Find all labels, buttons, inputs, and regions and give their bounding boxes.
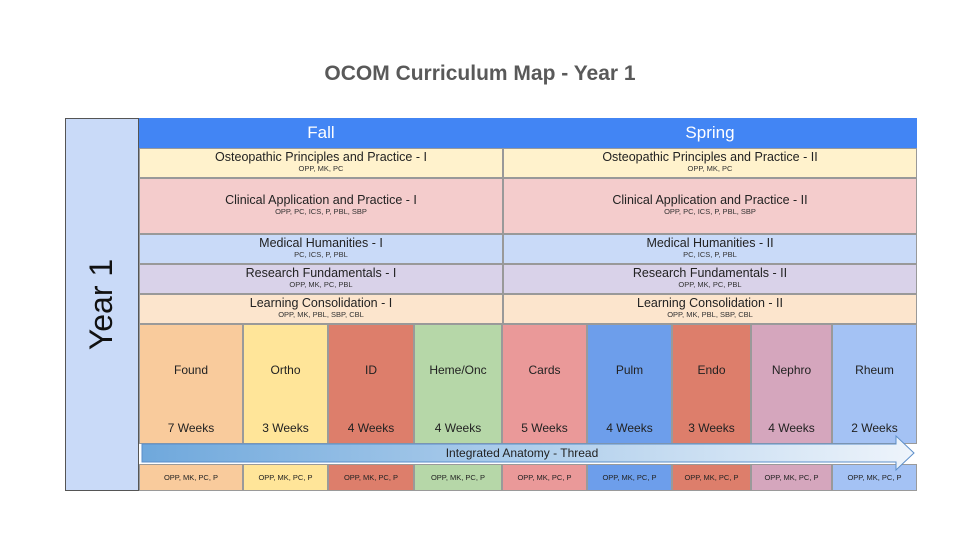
course-name: Clinical Application and Practice - I xyxy=(225,193,417,207)
block-codes: OPP, MK, PC, P xyxy=(414,464,502,491)
block-ortho xyxy=(243,324,328,444)
block-weeks: 2 Weeks xyxy=(851,421,898,435)
course-codes: OPP, MK, PC, PBL xyxy=(289,280,353,289)
block-rheum xyxy=(832,324,917,444)
course-codes: OPP, PC, ICS, P, PBL, SBP xyxy=(275,207,367,216)
block-pulm xyxy=(587,324,672,444)
thread-arrow xyxy=(141,434,915,472)
year-label-container: Year 1 xyxy=(65,118,139,491)
season-spring: Spring xyxy=(503,118,917,148)
block-cards xyxy=(502,324,587,444)
block-weeks: 3 Weeks xyxy=(262,421,309,435)
block-codes: OPP, MK, PC, P xyxy=(672,464,751,491)
block-name: Rheum xyxy=(855,363,894,377)
course-name: Research Fundamentals - II xyxy=(632,266,788,280)
course-spring: Learning Consolidation - II OPP, MK, PBL,… xyxy=(503,294,917,324)
block-codes: OPP, MK, PC, P xyxy=(587,464,672,491)
course-spring: Research Fundamentals - II OPP, MK, PC, P… xyxy=(503,264,917,294)
course-name: Research Fundamentals - I xyxy=(245,266,397,280)
block-weeks: 3 Weeks xyxy=(688,421,735,435)
block-weeks: 5 Weeks xyxy=(521,421,568,435)
thread-label: Integrated Anatomy - Thread xyxy=(445,446,599,460)
block-codes: OPP, MK, PC, P xyxy=(502,464,587,491)
course-codes: OPP, PC, ICS, P, PBL, SBP xyxy=(664,207,756,216)
block-name: Nephro xyxy=(771,363,812,377)
block-name: Cards xyxy=(528,363,561,377)
block-weeks: 4 Weeks xyxy=(434,421,482,435)
course-spring: Medical Humanities - II PC, ICS, P, PBL xyxy=(503,234,917,264)
course-codes: OPP, MK, PC, PBL xyxy=(678,280,742,289)
course-codes: OPP, MK, PC xyxy=(687,164,733,173)
block-id xyxy=(328,324,414,444)
course-fall: Learning Consolidation - I OPP, MK, PBL, … xyxy=(139,294,503,324)
course-name: Clinical Application and Practice - II xyxy=(612,193,808,207)
block-weeks: 4 Weeks xyxy=(768,421,815,435)
course-fall: Medical Humanities - I PC, ICS, P, PBL xyxy=(139,234,503,264)
course-codes: OPP, MK, PBL, SBP, CBL xyxy=(667,310,753,319)
course-spring: Clinical Application and Practice - II OP… xyxy=(503,178,917,234)
block-name: Ortho xyxy=(270,363,301,377)
course-codes: PC, ICS, P, PBL xyxy=(683,250,737,259)
course-codes: OPP, MK, PC xyxy=(298,164,344,173)
course-name: Medical Humanities - II xyxy=(646,236,774,250)
year-column xyxy=(65,118,139,491)
year-label: Year 1 xyxy=(83,258,120,351)
course-codes: PC, ICS, P, PBL xyxy=(294,250,348,259)
course-codes: OPP, MK, PBL, SBP, CBL xyxy=(278,310,364,319)
block-name: Pulm xyxy=(615,363,644,377)
block-codes: OPP, MK, PC, P xyxy=(243,464,328,491)
block-name: Found xyxy=(173,363,209,377)
block-codes: OPP, MK, PC, P xyxy=(751,464,832,491)
block-weeks: 7 Weeks xyxy=(167,421,215,435)
course-spring: Osteopathic Principles and Practice - II… xyxy=(503,148,917,178)
course-name: Osteopathic Principles and Practice - II xyxy=(602,150,818,164)
block-weeks: 4 Weeks xyxy=(347,421,395,435)
block-codes: OPP, MK, PC, P xyxy=(328,464,414,491)
course-name: Medical Humanities - I xyxy=(259,236,383,250)
course-fall: Clinical Application and Practice - I OPP… xyxy=(139,178,503,234)
course-name: Learning Consolidation - I xyxy=(249,296,393,310)
block-codes: OPP, MK, PC, P xyxy=(832,464,917,491)
course-name: Osteopathic Principles and Practice - I xyxy=(215,150,427,164)
season-fall: Fall xyxy=(139,118,503,148)
block-name: ID xyxy=(365,363,377,377)
block-codes: OPP, MK, PC, P xyxy=(139,464,243,491)
page-title: OCOM Curriculum Map - Year 1 xyxy=(324,62,636,85)
course-fall: Research Fundamentals - I OPP, MK, PC, PB… xyxy=(139,264,503,294)
block-name: Heme/Onc xyxy=(429,363,487,377)
course-name: Learning Consolidation - II xyxy=(637,296,783,310)
thread-arrow-shape xyxy=(141,434,915,472)
block-heme-onc xyxy=(414,324,502,444)
block-name: Endo xyxy=(697,363,726,377)
block-weeks: 4 Weeks xyxy=(606,421,653,435)
